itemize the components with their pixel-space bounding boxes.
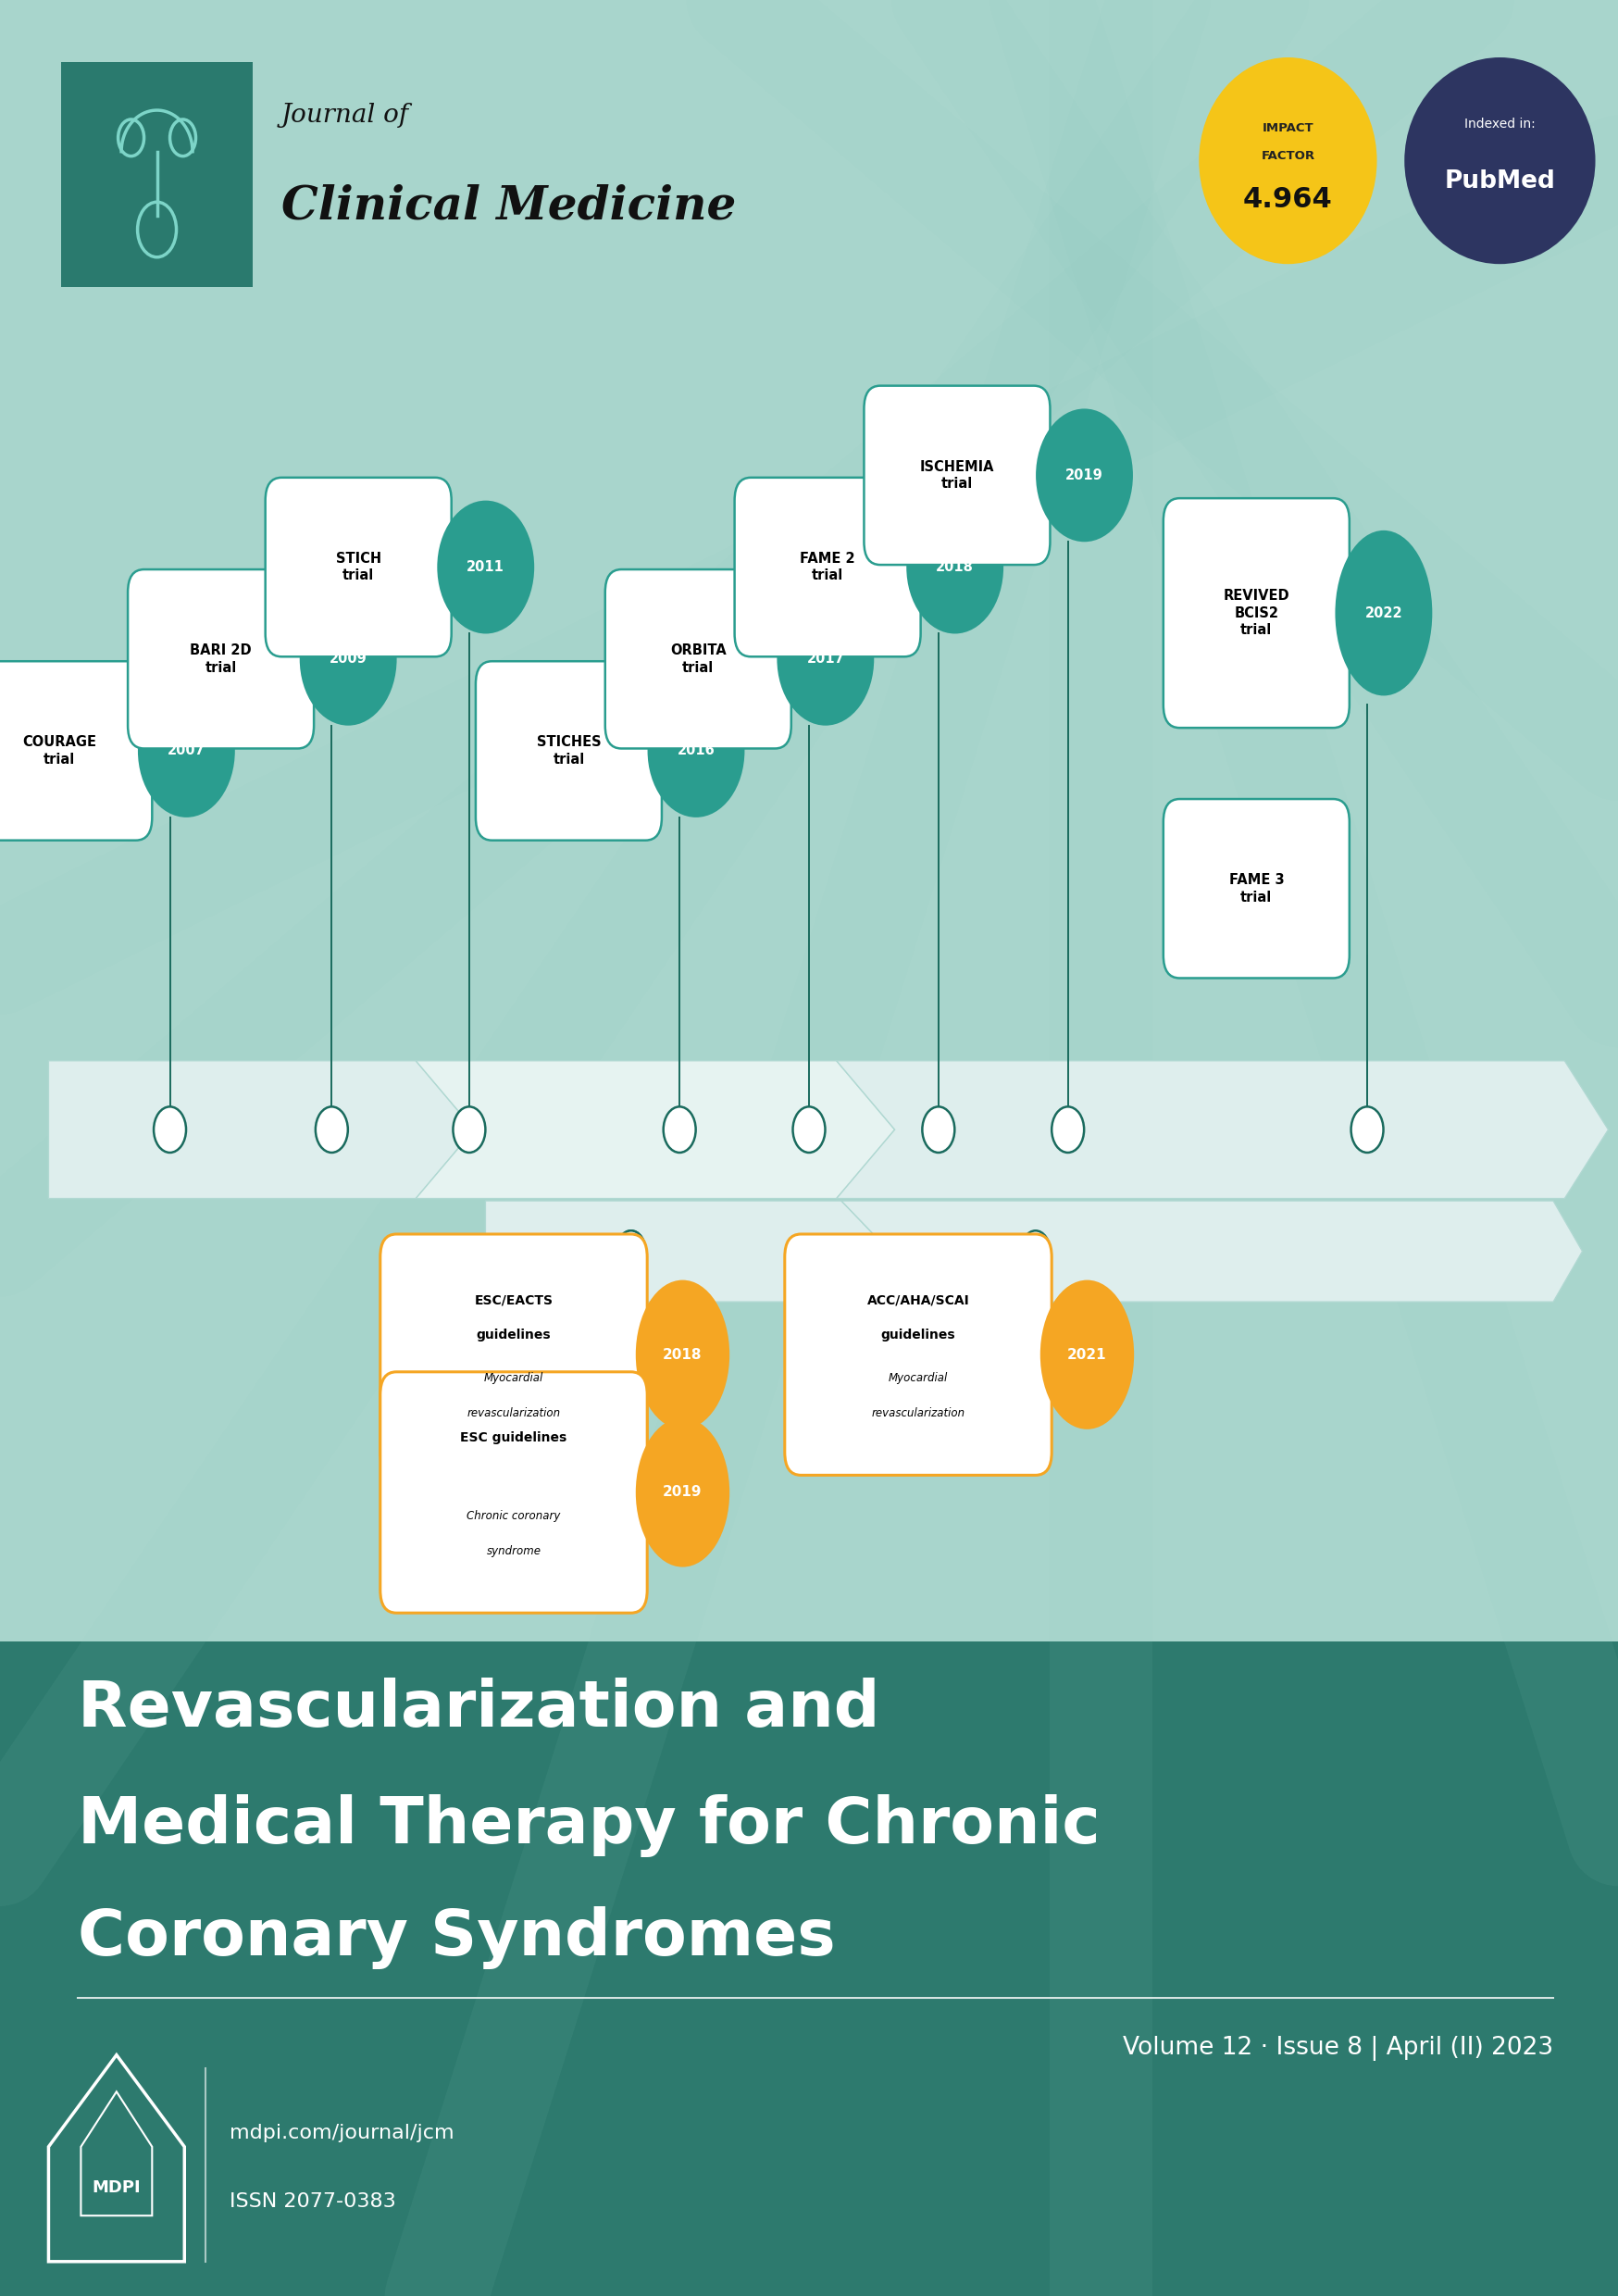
Text: Medical Therapy for Chronic: Medical Therapy for Chronic <box>78 1793 1100 1857</box>
FancyBboxPatch shape <box>735 478 921 657</box>
Polygon shape <box>49 1061 474 1199</box>
Polygon shape <box>485 1201 890 1302</box>
Text: 2021: 2021 <box>1068 1348 1107 1362</box>
Text: ACC/AHA/SCAI: ACC/AHA/SCAI <box>867 1293 969 1306</box>
Text: Journal of: Journal of <box>282 103 409 126</box>
Text: ISCHEMIA
trial: ISCHEMIA trial <box>919 459 995 491</box>
Circle shape <box>1052 1107 1084 1153</box>
Ellipse shape <box>636 1417 730 1566</box>
Text: ESC/EACTS: ESC/EACTS <box>474 1293 553 1306</box>
FancyBboxPatch shape <box>128 569 314 748</box>
Text: FAME 3
trial: FAME 3 trial <box>1228 872 1285 905</box>
Ellipse shape <box>1040 1281 1134 1428</box>
Text: 2011: 2011 <box>468 560 505 574</box>
Text: Myocardial: Myocardial <box>888 1373 948 1384</box>
Text: Volume 12 · Issue 8 | April (II) 2023: Volume 12 · Issue 8 | April (II) 2023 <box>1123 2037 1553 2060</box>
Text: 4.964: 4.964 <box>1243 186 1333 214</box>
Text: Clinical Medicine: Clinical Medicine <box>282 184 736 230</box>
FancyBboxPatch shape <box>380 1235 647 1476</box>
Text: COURAGE
trial: COURAGE trial <box>23 735 95 767</box>
Text: ESC guidelines: ESC guidelines <box>461 1430 566 1444</box>
FancyBboxPatch shape <box>0 0 1618 1642</box>
Ellipse shape <box>636 1281 730 1428</box>
Ellipse shape <box>1199 57 1377 264</box>
Ellipse shape <box>777 592 874 726</box>
Text: FACTOR: FACTOR <box>1260 149 1315 163</box>
FancyBboxPatch shape <box>61 62 252 287</box>
Text: BARI 2D
trial: BARI 2D trial <box>189 643 252 675</box>
FancyBboxPatch shape <box>476 661 662 840</box>
Text: ORBITA
trial: ORBITA trial <box>670 643 726 675</box>
Ellipse shape <box>138 684 235 817</box>
Text: MDPI: MDPI <box>92 2179 141 2197</box>
Text: guidelines: guidelines <box>476 1329 552 1341</box>
Ellipse shape <box>1036 409 1133 542</box>
Text: revascularization: revascularization <box>468 1407 560 1419</box>
Circle shape <box>1351 1107 1383 1153</box>
Text: 2019: 2019 <box>1066 468 1103 482</box>
Text: IMPACT: IMPACT <box>1262 122 1314 135</box>
Polygon shape <box>837 1061 1608 1199</box>
Text: syndrome: syndrome <box>487 1545 540 1557</box>
Text: STICHES
trial: STICHES trial <box>537 735 600 767</box>
Text: 2022: 2022 <box>1366 606 1403 620</box>
Text: Myocardial: Myocardial <box>484 1373 544 1384</box>
Ellipse shape <box>299 592 396 726</box>
Ellipse shape <box>437 501 534 634</box>
Text: 2017: 2017 <box>807 652 845 666</box>
Text: STICH
trial: STICH trial <box>335 551 382 583</box>
Ellipse shape <box>647 684 744 817</box>
Ellipse shape <box>906 501 1003 634</box>
Circle shape <box>1021 1231 1050 1272</box>
FancyBboxPatch shape <box>1163 498 1349 728</box>
Polygon shape <box>416 1061 895 1199</box>
Circle shape <box>316 1107 348 1153</box>
Text: Coronary Syndromes: Coronary Syndromes <box>78 1906 835 1970</box>
FancyBboxPatch shape <box>1163 799 1349 978</box>
Circle shape <box>616 1231 646 1272</box>
Text: Indexed in:: Indexed in: <box>1464 117 1535 131</box>
Text: mdpi.com/journal/jcm: mdpi.com/journal/jcm <box>230 2124 455 2142</box>
Circle shape <box>154 1107 186 1153</box>
Circle shape <box>663 1107 696 1153</box>
FancyBboxPatch shape <box>785 1235 1052 1476</box>
Text: 2018: 2018 <box>937 560 974 574</box>
Text: 2016: 2016 <box>678 744 715 758</box>
Circle shape <box>922 1107 955 1153</box>
Polygon shape <box>841 1201 1582 1302</box>
FancyBboxPatch shape <box>605 569 791 748</box>
Text: 2018: 2018 <box>663 1348 702 1362</box>
FancyBboxPatch shape <box>864 386 1050 565</box>
Ellipse shape <box>1404 57 1595 264</box>
Text: ISSN 2077-0383: ISSN 2077-0383 <box>230 2193 396 2211</box>
Circle shape <box>616 1231 646 1272</box>
Text: 2007: 2007 <box>168 744 205 758</box>
Text: guidelines: guidelines <box>880 1329 956 1341</box>
Text: revascularization: revascularization <box>872 1407 964 1419</box>
Text: REVIVED
BCIS2
trial: REVIVED BCIS2 trial <box>1223 588 1290 638</box>
FancyBboxPatch shape <box>0 661 152 840</box>
FancyBboxPatch shape <box>380 1373 647 1612</box>
FancyBboxPatch shape <box>0 1642 1618 2296</box>
Text: 2009: 2009 <box>330 652 367 666</box>
Circle shape <box>793 1107 825 1153</box>
Text: FAME 2
trial: FAME 2 trial <box>799 551 856 583</box>
Text: Chronic coronary: Chronic coronary <box>468 1511 560 1522</box>
Ellipse shape <box>1335 530 1432 696</box>
Text: Revascularization and: Revascularization and <box>78 1676 880 1740</box>
Circle shape <box>453 1107 485 1153</box>
FancyBboxPatch shape <box>265 478 451 657</box>
Text: 2019: 2019 <box>663 1486 702 1499</box>
Text: PubMed: PubMed <box>1445 170 1555 193</box>
